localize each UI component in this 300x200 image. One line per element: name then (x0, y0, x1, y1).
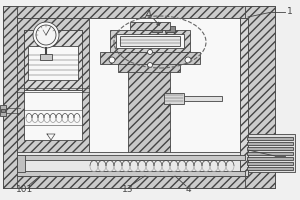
Bar (118, 62, 180, 72)
Bar (247, 162, 293, 165)
Text: 1: 1 (287, 7, 293, 17)
Bar (17, 152, 245, 176)
Bar (0, 105, 6, 116)
Bar (40, 54, 52, 60)
Bar (3, 176, 275, 188)
Bar (17, 18, 89, 176)
Circle shape (148, 62, 152, 68)
Bar (100, 52, 200, 64)
Bar (24, 90, 82, 140)
Bar (28, 46, 78, 80)
Bar (240, 18, 248, 176)
Bar (24, 30, 82, 90)
Circle shape (185, 57, 191, 63)
Bar (240, 18, 248, 176)
Bar (120, 36, 180, 46)
Circle shape (109, 57, 115, 63)
Bar (245, 6, 275, 188)
Bar (152, 26, 162, 32)
Bar (17, 171, 245, 176)
Bar (116, 34, 184, 48)
Bar (130, 22, 170, 30)
Bar (165, 26, 175, 32)
Text: A: A (144, 10, 152, 20)
Bar (247, 136, 293, 140)
Circle shape (36, 25, 56, 45)
Bar (247, 152, 293, 155)
Bar (1, 109, 5, 112)
Text: 101: 101 (16, 186, 34, 194)
Bar (17, 18, 245, 176)
Text: 2: 2 (287, 152, 292, 160)
Bar (17, 155, 245, 160)
Bar (17, 155, 25, 172)
Bar (247, 142, 293, 145)
Bar (247, 146, 293, 150)
Bar (24, 30, 82, 90)
Text: 4: 4 (185, 186, 191, 194)
Bar (247, 156, 293, 160)
Bar (245, 134, 295, 172)
Bar (184, 96, 222, 101)
Bar (164, 93, 184, 104)
Bar (247, 166, 293, 170)
Bar (128, 70, 170, 176)
Text: 111: 111 (144, 116, 162, 124)
Bar (110, 30, 190, 52)
Text: 13: 13 (122, 186, 134, 194)
Bar (3, 6, 17, 188)
Circle shape (148, 49, 152, 54)
Bar (3, 6, 275, 18)
Circle shape (33, 22, 59, 48)
